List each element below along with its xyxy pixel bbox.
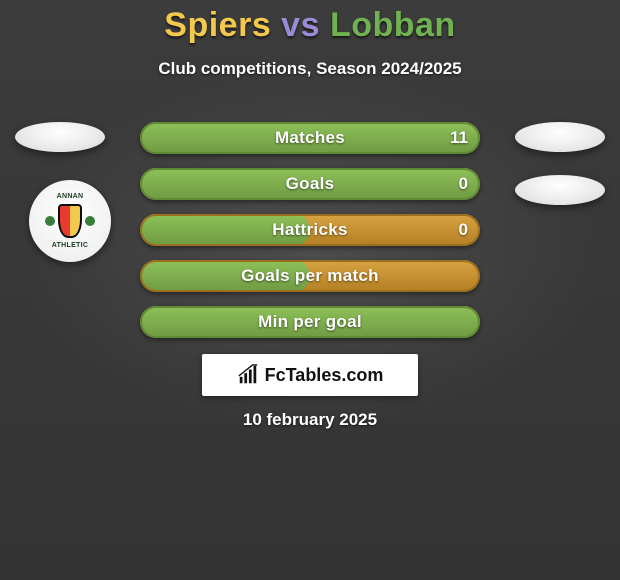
branding-badge: FcTables.com — [202, 354, 418, 396]
stat-bar: Min per goal — [140, 306, 480, 338]
player-left-avatar — [15, 122, 105, 152]
title-left: Spiers — [164, 6, 271, 44]
stat-bar-label: Matches — [140, 122, 480, 154]
stat-bar: Hattricks0 — [140, 214, 480, 246]
content: Spiers vs Lobban Club competitions, Seas… — [0, 0, 620, 580]
stat-bar-label: Goals — [140, 168, 480, 200]
page-title: Spiers vs Lobban — [0, 0, 620, 45]
crest-thistle-left-icon — [45, 216, 55, 226]
stat-bars: Matches11Goals0Hattricks0Goals per match… — [140, 122, 480, 352]
branding-text: FcTables.com — [265, 365, 384, 386]
club-crest: ANNAN ATHLETIC — [29, 180, 111, 262]
crest-top-text: ANNAN — [57, 193, 84, 200]
footer-date: 10 february 2025 — [0, 410, 620, 430]
stat-bar: Goals per match — [140, 260, 480, 292]
title-right: Lobban — [330, 6, 456, 44]
subtitle: Club competitions, Season 2024/2025 — [0, 59, 620, 79]
stat-bar-label: Hattricks — [140, 214, 480, 246]
stat-bar-right-value: 0 — [459, 168, 468, 200]
crest-bottom-text: ATHLETIC — [52, 242, 89, 249]
stat-bar-right-value: 0 — [459, 214, 468, 246]
stat-bar-label: Goals per match — [140, 260, 480, 292]
stat-bar-label: Min per goal — [140, 306, 480, 338]
title-vs: vs — [271, 6, 330, 44]
stat-bar: Matches11 — [140, 122, 480, 154]
crest-shield — [58, 204, 82, 238]
stat-bar: Goals0 — [140, 168, 480, 200]
crest-thistle-right-icon — [85, 216, 95, 226]
branding-chart-icon — [237, 364, 259, 386]
crest-inner: ANNAN ATHLETIC — [39, 190, 101, 252]
player-right-avatar-1 — [515, 122, 605, 152]
player-right-avatar-2 — [515, 175, 605, 205]
stat-bar-right-value: 11 — [450, 122, 468, 154]
